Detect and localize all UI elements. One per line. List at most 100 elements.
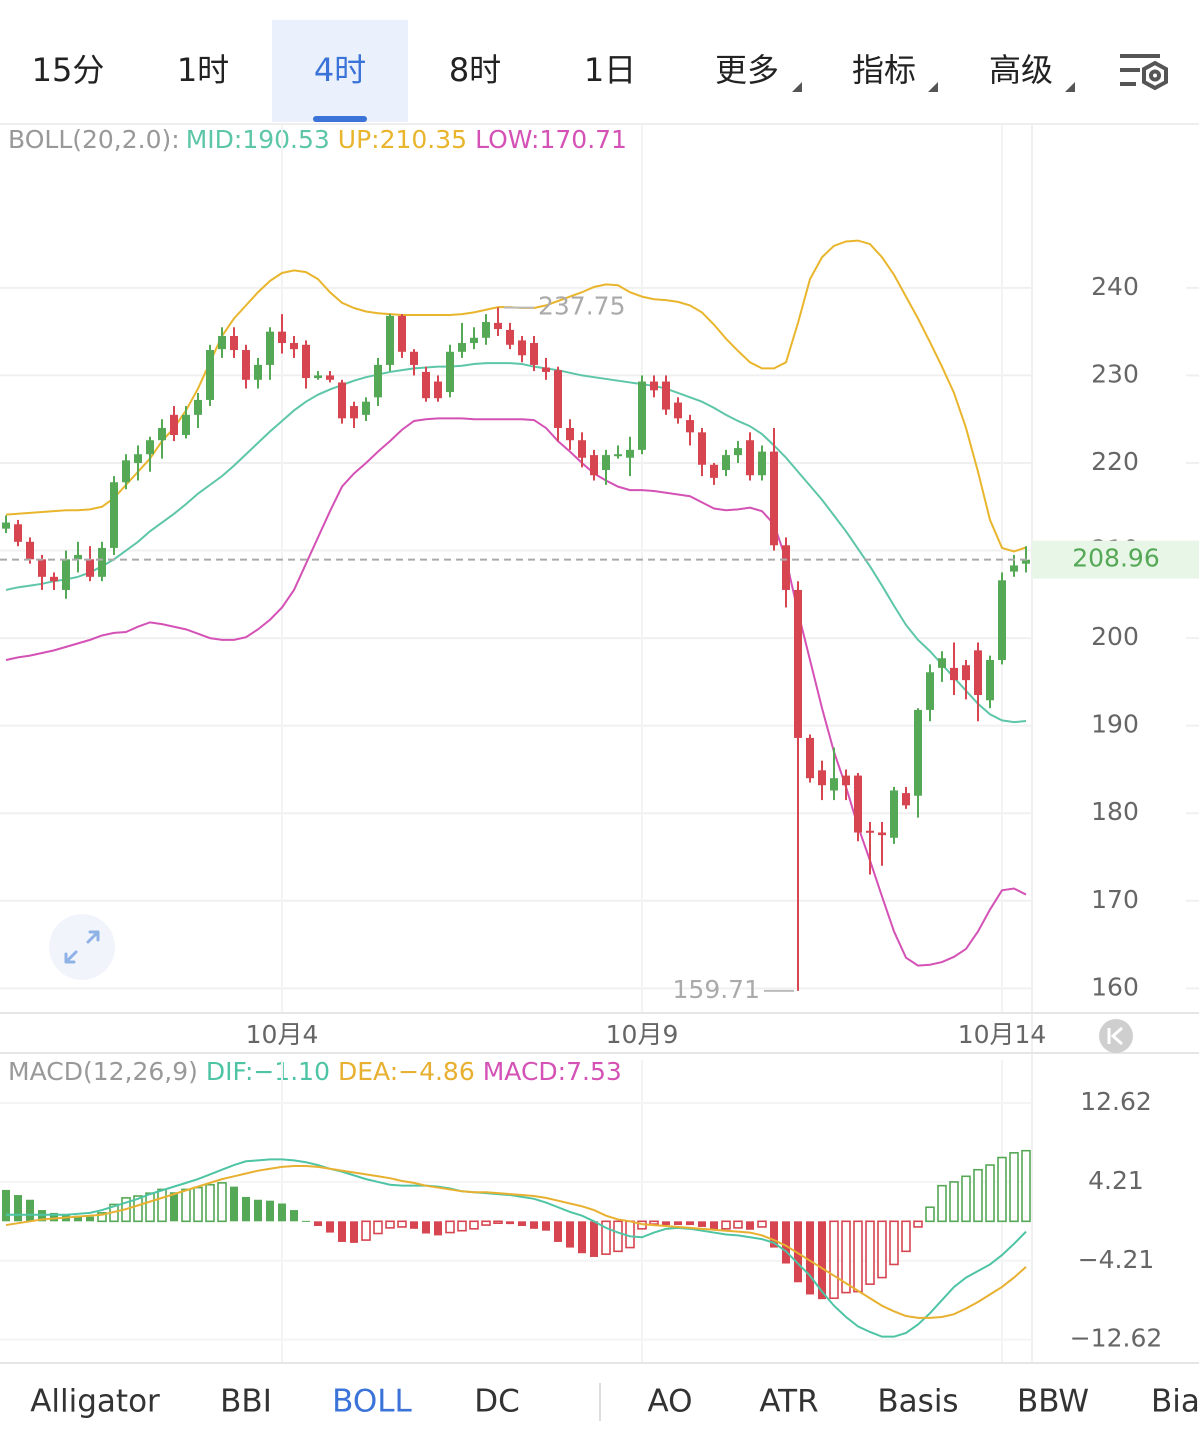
indicator-tab[interactable]: BBI — [220, 1384, 272, 1420]
candle-body — [962, 665, 970, 681]
macd-bar — [698, 1221, 706, 1227]
candle-body — [326, 375, 334, 380]
active-tab-bg — [272, 20, 408, 122]
tab[interactable]: 1时 — [177, 51, 229, 89]
expand-button[interactable] — [49, 914, 115, 980]
candle-body — [122, 460, 130, 483]
indicator-tab[interactable]: ATR — [759, 1384, 818, 1420]
macd-bar — [853, 1220, 863, 1293]
indicator-tab[interactable]: Alligator — [30, 1384, 160, 1420]
macd-bar — [2, 1189, 10, 1222]
macd-bar — [422, 1221, 430, 1234]
macd-bar — [302, 1220, 310, 1222]
macd-bar — [590, 1221, 598, 1257]
indicator-tab[interactable]: Bia — [1151, 1384, 1199, 1420]
macd-bar — [782, 1221, 790, 1264]
candle-body — [278, 331, 286, 344]
macd-bar — [481, 1220, 491, 1226]
tab[interactable]: 4时 — [314, 51, 366, 89]
candle-body — [926, 672, 934, 710]
candle-body — [602, 455, 610, 470]
candle-body — [266, 331, 274, 365]
tab[interactable]: 更多 — [715, 51, 779, 89]
macd-bar — [230, 1186, 238, 1222]
macd-bar — [86, 1216, 94, 1222]
candle-body — [938, 658, 946, 668]
macd-bar — [266, 1200, 274, 1222]
macd-bar — [949, 1181, 959, 1223]
legend-entry: DIF:−1.10 — [206, 1057, 330, 1086]
macd-bar — [350, 1221, 358, 1243]
candlestick-chart: 16017018019020021022023024010月410月910月14… — [0, 125, 1199, 1362]
x-tick-label: 10月14 — [958, 1020, 1047, 1049]
macd-bar — [278, 1203, 286, 1222]
candle-body — [746, 440, 754, 476]
legend-entry: MID:190.53 — [186, 125, 330, 154]
high-label: 237.75 — [538, 292, 625, 321]
macd-bar — [385, 1220, 395, 1229]
indicator-tab[interactable]: AO — [647, 1384, 692, 1420]
macd-bar — [193, 1186, 203, 1223]
macd-bar — [457, 1220, 467, 1232]
tab[interactable]: 高级 — [989, 51, 1053, 89]
macd-bar — [829, 1220, 839, 1300]
indicator-tab[interactable]: BBW — [1017, 1384, 1089, 1420]
macd-bar — [242, 1196, 250, 1222]
macd-bar — [518, 1221, 526, 1227]
indicator-tab[interactable]: DC — [474, 1384, 520, 1420]
candle-body — [722, 455, 730, 470]
candle-body — [794, 589, 802, 738]
macd-bar — [613, 1220, 623, 1253]
settings-icon[interactable] — [1120, 54, 1168, 91]
legend-title: MACD(12,26,9) — [8, 1057, 198, 1086]
candle-body — [698, 432, 706, 465]
macd-bar — [469, 1220, 479, 1230]
boll-line — [5, 362, 1027, 724]
y-tick-label: 4.21 — [1088, 1166, 1144, 1195]
indicator-tab[interactable]: Basis — [877, 1384, 958, 1420]
tab[interactable]: 指标 — [852, 51, 916, 89]
candle-body — [530, 343, 538, 365]
candle-body — [206, 350, 214, 400]
candle-body — [254, 364, 262, 380]
tab[interactable]: 8时 — [449, 51, 501, 89]
macd-bar — [710, 1221, 718, 1230]
macd-bar — [889, 1220, 899, 1266]
macd-bar — [865, 1220, 875, 1285]
candle-body — [314, 375, 322, 379]
candle-body — [674, 402, 682, 419]
macd-bar — [649, 1220, 659, 1225]
y-tick-label: 200 — [1091, 622, 1139, 651]
candle-body — [446, 351, 454, 393]
y-tick-label: 220 — [1091, 447, 1139, 476]
candle-body — [158, 427, 166, 441]
candle-body — [914, 709, 922, 796]
y-tick-label: 160 — [1091, 972, 1139, 1001]
macd-bar — [554, 1221, 562, 1242]
macd-line — [5, 1164, 1027, 1319]
candle-body — [650, 381, 658, 391]
macd-bar — [578, 1221, 586, 1254]
macd-bar — [26, 1199, 34, 1222]
scroll-to-latest-button[interactable] — [1099, 1019, 1133, 1053]
macd-bar — [542, 1221, 550, 1231]
candle-body — [98, 547, 106, 577]
tab[interactable]: 1日 — [584, 51, 636, 89]
candle-body — [362, 401, 370, 415]
candle-body — [614, 454, 622, 457]
candle-body — [842, 775, 850, 786]
tab[interactable]: 15分 — [32, 51, 105, 89]
macd-bar — [314, 1221, 322, 1227]
macd-bar — [145, 1192, 155, 1223]
macd-bar — [361, 1220, 371, 1241]
candle-body — [302, 344, 310, 379]
boll-legend: BOLL(20,2.0): MID:190.53 UP:210.35 LOW:170.… — [8, 125, 627, 154]
macd-bar — [770, 1221, 778, 1248]
x-tick-label: 10月9 — [606, 1020, 679, 1049]
candle-body — [338, 382, 346, 419]
macd-bar — [397, 1220, 407, 1228]
y-tick-label: 190 — [1091, 710, 1139, 739]
candle-body — [866, 830, 874, 833]
indicator-tab[interactable]: BOLL — [332, 1384, 412, 1420]
